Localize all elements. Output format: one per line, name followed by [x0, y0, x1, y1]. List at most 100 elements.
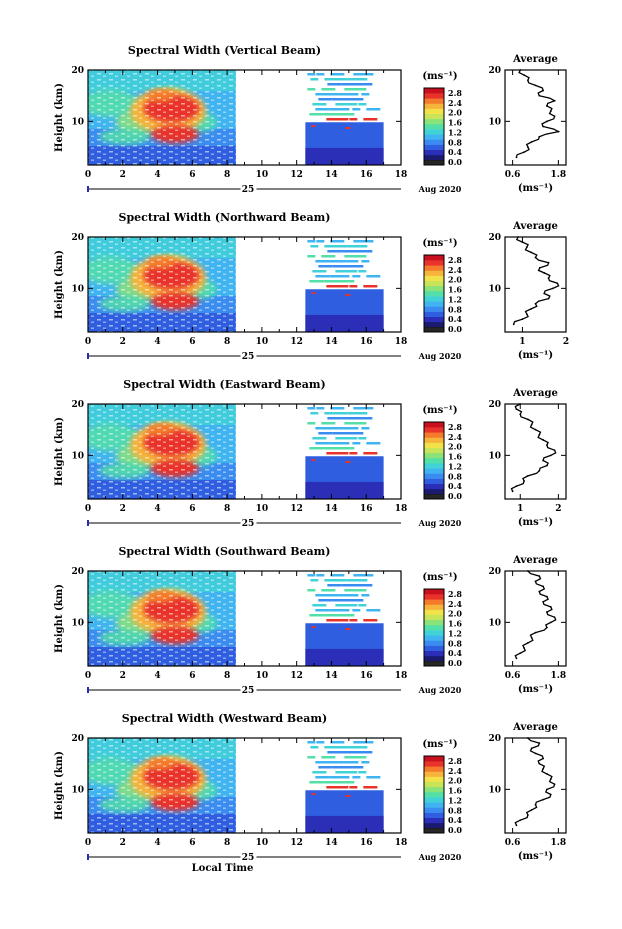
profile-point: [515, 156, 518, 159]
profile-point: [549, 110, 552, 112]
colorbar-swatch: [424, 98, 444, 104]
x-tick-label: 18: [395, 838, 408, 848]
profile-point: [556, 282, 559, 285]
x-tick-label: 2: [120, 170, 126, 180]
colorbar-unit: (ms⁻¹): [422, 739, 457, 750]
profile-frame: [504, 737, 567, 834]
x-tick-label: 0: [85, 838, 91, 848]
y-tick-label: 20: [71, 734, 84, 744]
x-tick-label: 10: [256, 838, 269, 848]
profile-x-tick-label: 2: [563, 337, 569, 347]
colorbar-swatch: [424, 802, 444, 808]
colorbar-swatch: [424, 129, 444, 135]
colorbar-unit: (ms⁻¹): [422, 71, 457, 82]
profile-y-tick-label: 20: [488, 400, 501, 410]
colorbar-swatch: [424, 108, 444, 115]
profile-y-tick-label: 20: [488, 734, 501, 744]
profile-point: [549, 793, 552, 796]
colorbar-frame: [423, 87, 445, 166]
date-label: 25: [242, 853, 255, 863]
profile-point: [553, 449, 556, 452]
colorbar-swatch: [424, 625, 444, 631]
y-tick-label: 20: [71, 400, 84, 410]
y-axis-label: Height (km): [54, 83, 65, 152]
x-tick-label: 8: [224, 671, 230, 681]
colorbar-swatch: [424, 822, 444, 829]
colorbar-tick-label: 0.4: [448, 815, 462, 825]
colorbar-tick-label: 0.4: [448, 314, 462, 324]
profile-point: [538, 469, 541, 472]
profile-point: [512, 323, 515, 326]
colorbar-swatch: [424, 88, 444, 94]
colorbar-tick-label: 2.0: [448, 776, 462, 786]
colorbar-swatch: [424, 255, 444, 261]
panel-title: Spectral Width (Vertical Beam): [128, 44, 321, 57]
x-tick-label: 14: [325, 838, 338, 848]
colorbar-swatch: [424, 93, 444, 99]
profile-x-label: (ms⁻¹): [518, 851, 553, 862]
profile-point: [534, 256, 537, 259]
x-tick-label: 16: [360, 170, 373, 180]
profile-point: [538, 433, 541, 436]
y-axis-label: Height (km): [54, 417, 65, 486]
colorbar-tick-label: 1.6: [448, 786, 462, 796]
x-tick-label: 0: [85, 671, 91, 681]
x-tick-label: 10: [256, 671, 269, 681]
colorbar-swatch: [424, 134, 444, 140]
profile-point: [546, 595, 548, 598]
x-tick-label: 4: [154, 838, 160, 848]
profile-point: [542, 459, 545, 462]
profile-point: [530, 140, 533, 143]
x-tick-label: 4: [154, 170, 160, 180]
colorbar-swatch: [424, 766, 444, 772]
x-tick-label: 14: [325, 671, 338, 681]
profile-y-tick-label: 10: [488, 284, 501, 294]
colorbar-swatch: [424, 609, 444, 616]
colorbar-swatch: [424, 291, 444, 297]
colorbar-tick-label: 1.6: [448, 118, 462, 128]
profile-line: [514, 737, 556, 826]
profile-line: [514, 570, 557, 659]
x-tick-label: 14: [325, 170, 338, 180]
colorbar-swatch: [424, 483, 444, 490]
colorbar-below: [424, 494, 444, 499]
colorbar-frame: [423, 254, 445, 333]
colorbar-swatch: [424, 614, 444, 621]
profile-point: [515, 657, 518, 660]
colorbar-tick-label: 2.8: [448, 88, 462, 98]
profile-line: [513, 236, 560, 325]
colorbar-tick-label: 1.2: [448, 795, 462, 805]
colorbar-swatch: [424, 452, 444, 459]
x-tick-label: 10: [256, 337, 269, 347]
panel-1: Spectral Width (Northward Beam)0 2 4 6 8 10 12…: [54, 211, 569, 362]
profile-point: [546, 105, 548, 107]
x-tick-label: 8: [224, 337, 230, 347]
colorbar-swatch: [424, 427, 444, 433]
colorbar-swatch: [424, 270, 444, 276]
colorbar-tick-label: 0.8: [448, 638, 462, 648]
colorbar-swatch: [424, 321, 444, 328]
x-tick-label: 6: [189, 170, 195, 180]
profile-x-tick-label: 0.6: [505, 170, 521, 180]
x-tick-label: 16: [360, 337, 373, 347]
colorbar-below: [424, 160, 444, 165]
profile-point: [534, 84, 537, 87]
colorbar-swatch: [424, 432, 444, 438]
profile-point: [543, 272, 546, 274]
profile-point: [546, 611, 548, 613]
colorbar-swatch: [424, 296, 444, 302]
colorbar-swatch: [424, 807, 444, 813]
colorbar-swatch: [424, 594, 444, 600]
month-label: Aug 2020: [418, 852, 462, 862]
colorbar-frame: [423, 421, 445, 500]
colorbar-swatch: [424, 139, 444, 145]
heatmap: [88, 571, 384, 666]
profile-point: [523, 647, 525, 649]
colorbar-tick-label: 1.2: [448, 461, 462, 471]
x-tick-label: 16: [360, 671, 373, 681]
profile-point: [526, 814, 529, 816]
profile-title: Average: [512, 722, 558, 733]
heatmap: [88, 738, 384, 833]
profile-x-tick-label: 1.8: [551, 170, 567, 180]
profile-point: [530, 307, 533, 310]
